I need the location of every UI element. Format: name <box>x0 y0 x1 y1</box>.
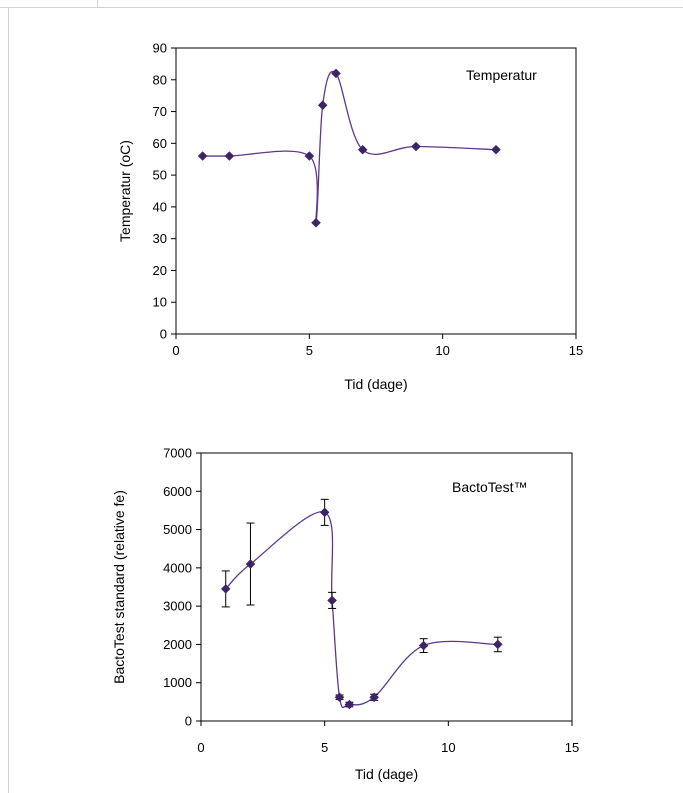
series-line <box>202 70 497 224</box>
data-point <box>491 144 501 155</box>
y-tick-label: 80 <box>153 72 167 87</box>
y-tick-label: 0 <box>185 714 192 729</box>
data-point <box>224 151 235 161</box>
data-point <box>317 100 328 111</box>
y-tick-label: 90 <box>153 41 167 56</box>
plot-frame <box>200 452 573 722</box>
data-point <box>220 584 231 594</box>
window-frame-top <box>0 0 683 8</box>
data-point <box>311 217 321 228</box>
x-tick-label: 10 <box>435 343 449 358</box>
x-tick-label: 15 <box>565 740 579 755</box>
y-tick-label: 2000 <box>163 637 192 652</box>
y-tick-label: 60 <box>153 136 167 151</box>
data-point <box>411 141 421 152</box>
data-point <box>319 507 330 518</box>
legend-label: BactoTest™ <box>452 479 527 495</box>
x-tick-label: 15 <box>569 343 583 358</box>
data-point <box>334 692 345 703</box>
y-tick-label: 20 <box>153 263 167 278</box>
y-tick-label: 30 <box>153 231 167 246</box>
data-point <box>492 639 503 650</box>
window-frame-divider <box>97 0 98 8</box>
y-tick-label: 5000 <box>163 522 192 537</box>
data-point <box>357 144 368 155</box>
y-tick-label: 7000 <box>163 446 192 461</box>
data-point <box>327 595 337 606</box>
x-tick-label: 10 <box>441 740 455 755</box>
data-point <box>331 68 341 79</box>
x-tick-label: 5 <box>321 740 328 755</box>
data-point <box>344 699 355 710</box>
window-frame-left <box>8 8 9 793</box>
y-axis-label: BactoTest standard (relative fe) <box>111 490 127 684</box>
y-tick-label: 4000 <box>163 560 192 575</box>
x-axis-label: Tid (dage) <box>344 376 407 392</box>
y-axis-label: Temperatur (oC) <box>117 140 133 242</box>
plot-frame <box>175 47 577 335</box>
data-point <box>304 151 315 161</box>
data-point <box>197 151 208 161</box>
chart-1: 0 10 20 30 40 50 60 70 80 90 0 5 10 15 Tid (dage) Tempe… <box>117 41 583 393</box>
y-tick-label: 3000 <box>163 599 192 614</box>
y-tick-label: 50 <box>153 168 167 183</box>
x-tick-label: 5 <box>306 343 313 358</box>
y-tick-label: 1000 <box>163 675 192 690</box>
y-tick-label: 10 <box>153 295 167 310</box>
data-point <box>418 640 429 651</box>
series-line <box>225 511 498 709</box>
y-tick-label: 70 <box>153 104 167 119</box>
y-tick-label: 6000 <box>163 484 192 499</box>
x-axis-label: Tid (dage) <box>355 766 418 782</box>
data-point <box>245 559 256 569</box>
y-tick-label: 40 <box>153 199 167 214</box>
x-tick-label: 0 <box>197 740 204 755</box>
x-tick-label: 0 <box>172 343 179 358</box>
chart-2: 0 1000 2000 3000 4000 5000 6000 7000 0 5 10 15 Tid (… <box>111 446 579 783</box>
data-point <box>369 692 379 703</box>
legend-label: Temperatur <box>466 67 537 83</box>
y-tick-label: 0 <box>160 327 167 342</box>
